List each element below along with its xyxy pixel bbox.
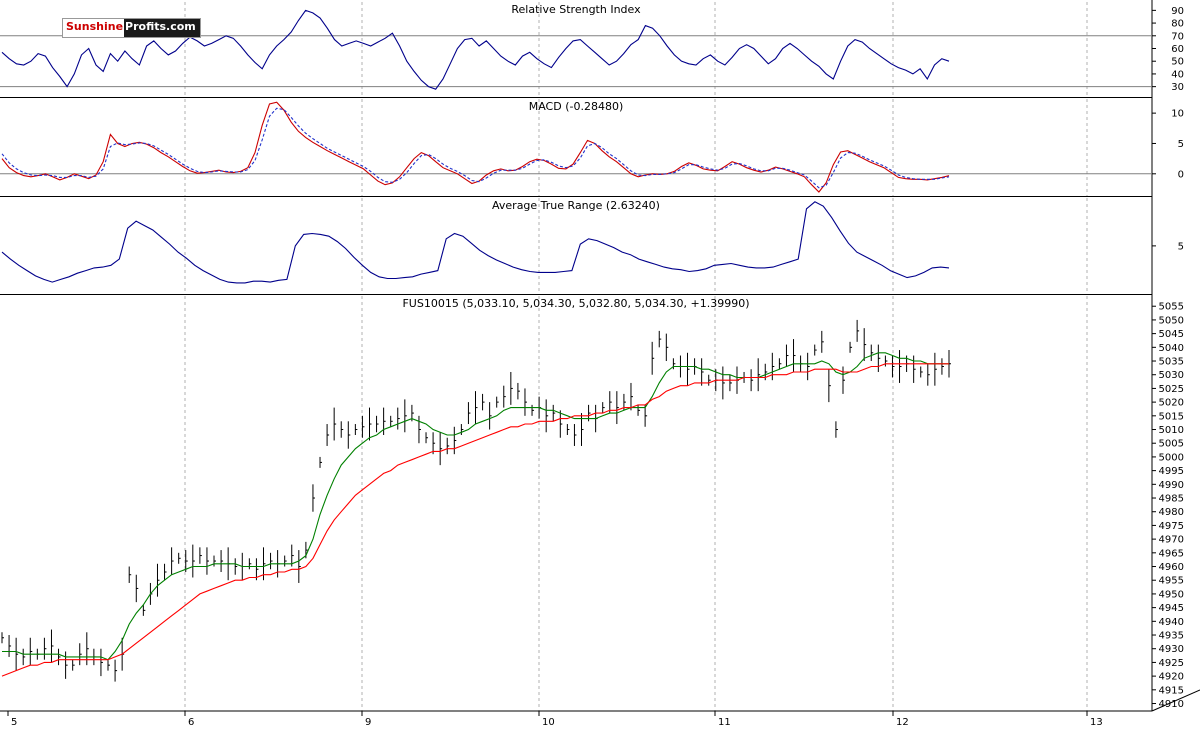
price-series-line-1 — [2, 352, 949, 661]
logo-part-1: Sunshine — [63, 19, 125, 37]
macd-series-line-0 — [1, 101, 950, 193]
y-tick-label: 4940 — [1159, 617, 1184, 628]
y-tick-label: 4975 — [1159, 521, 1184, 532]
y-tick-label: 5010 — [1159, 425, 1184, 436]
y-tick-label: 5 — [1178, 139, 1184, 150]
x-tick-label: 11 — [718, 717, 731, 728]
price-title: FUS10015 (5,033.10, 5,034.30, 5,032.80, … — [402, 297, 749, 310]
y-tick-label: 5020 — [1159, 398, 1184, 409]
y-tick-label: 30 — [1171, 82, 1184, 93]
y-tick-label: 70 — [1171, 31, 1184, 42]
x-tick-label: 9 — [365, 717, 371, 728]
rsi-title: Relative Strength Index — [511, 3, 641, 16]
sunshine-profits-logo: Sunshine Profits.com — [62, 18, 201, 38]
y-tick-label: 5050 — [1159, 315, 1184, 326]
panel-macd: MACD (-0.28480) 0 5 10 — [0, 97, 1184, 196]
x-tick-label: 5 — [11, 717, 17, 728]
rsi-series-line-0 — [1, 9, 950, 90]
y-tick-label: 80 — [1171, 19, 1184, 30]
panel-atr: Average True Range (2.63240) 5 — [0, 196, 1184, 294]
y-tick-label: 4945 — [1159, 603, 1184, 614]
x-tick-label: 13 — [1090, 717, 1103, 728]
y-tick-label: 5045 — [1159, 329, 1184, 340]
y-tick-label: 5055 — [1159, 302, 1184, 313]
x-tick-label: 10 — [542, 717, 555, 728]
y-tick-label: 4915 — [1159, 685, 1184, 696]
y-tick-label: 4985 — [1159, 494, 1184, 505]
y-tick-label: 4910 — [1159, 699, 1184, 710]
macd-title: MACD (-0.28480) — [529, 100, 624, 113]
logo-part-2: Profits.com — [124, 19, 200, 37]
y-tick-label: 5000 — [1159, 452, 1184, 463]
y-tick-label: 4960 — [1159, 562, 1184, 573]
y-tick-label: 90 — [1171, 6, 1184, 17]
axis-corner-line — [1151, 689, 1200, 712]
y-tick-label: 50 — [1171, 57, 1184, 68]
y-tick-label: 5015 — [1159, 411, 1184, 422]
y-tick-label: 5025 — [1159, 384, 1184, 395]
y-tick-label: 0 — [1178, 169, 1184, 180]
atr-title: Average True Range (2.63240) — [492, 199, 660, 212]
y-tick-label: 4980 — [1159, 507, 1184, 518]
y-tick-label: 5005 — [1159, 439, 1184, 450]
y-tick-label: 4990 — [1159, 480, 1184, 491]
y-tick-label: 4965 — [1159, 548, 1184, 559]
y-tick-label: 5 — [1178, 241, 1184, 252]
y-tick-label: 40 — [1171, 69, 1184, 80]
y-tick-label: 5040 — [1159, 343, 1184, 354]
y-tick-label: 10 — [1171, 109, 1184, 120]
y-tick-label: 4930 — [1159, 644, 1184, 655]
y-tick-label: 5035 — [1159, 357, 1184, 368]
x-tick-label: 12 — [896, 717, 909, 728]
y-tick-label: 4950 — [1159, 589, 1184, 600]
panel-price: FUS10015 (5,033.10, 5,034.30, 5,032.80, … — [0, 294, 1184, 728]
x-tick-label: 6 — [188, 717, 194, 728]
price-series-line-2 — [1, 363, 949, 677]
y-tick-label: 4925 — [1159, 658, 1184, 669]
y-tick-label: 4920 — [1159, 672, 1184, 683]
y-tick-label: 4970 — [1159, 535, 1184, 546]
atr-series-line-0 — [1, 201, 950, 284]
y-tick-label: 4935 — [1159, 631, 1184, 642]
y-tick-label: 5030 — [1159, 370, 1184, 381]
y-tick-label: 60 — [1171, 44, 1184, 55]
y-tick-label: 4955 — [1159, 576, 1184, 587]
y-tick-label: 4995 — [1159, 466, 1184, 477]
